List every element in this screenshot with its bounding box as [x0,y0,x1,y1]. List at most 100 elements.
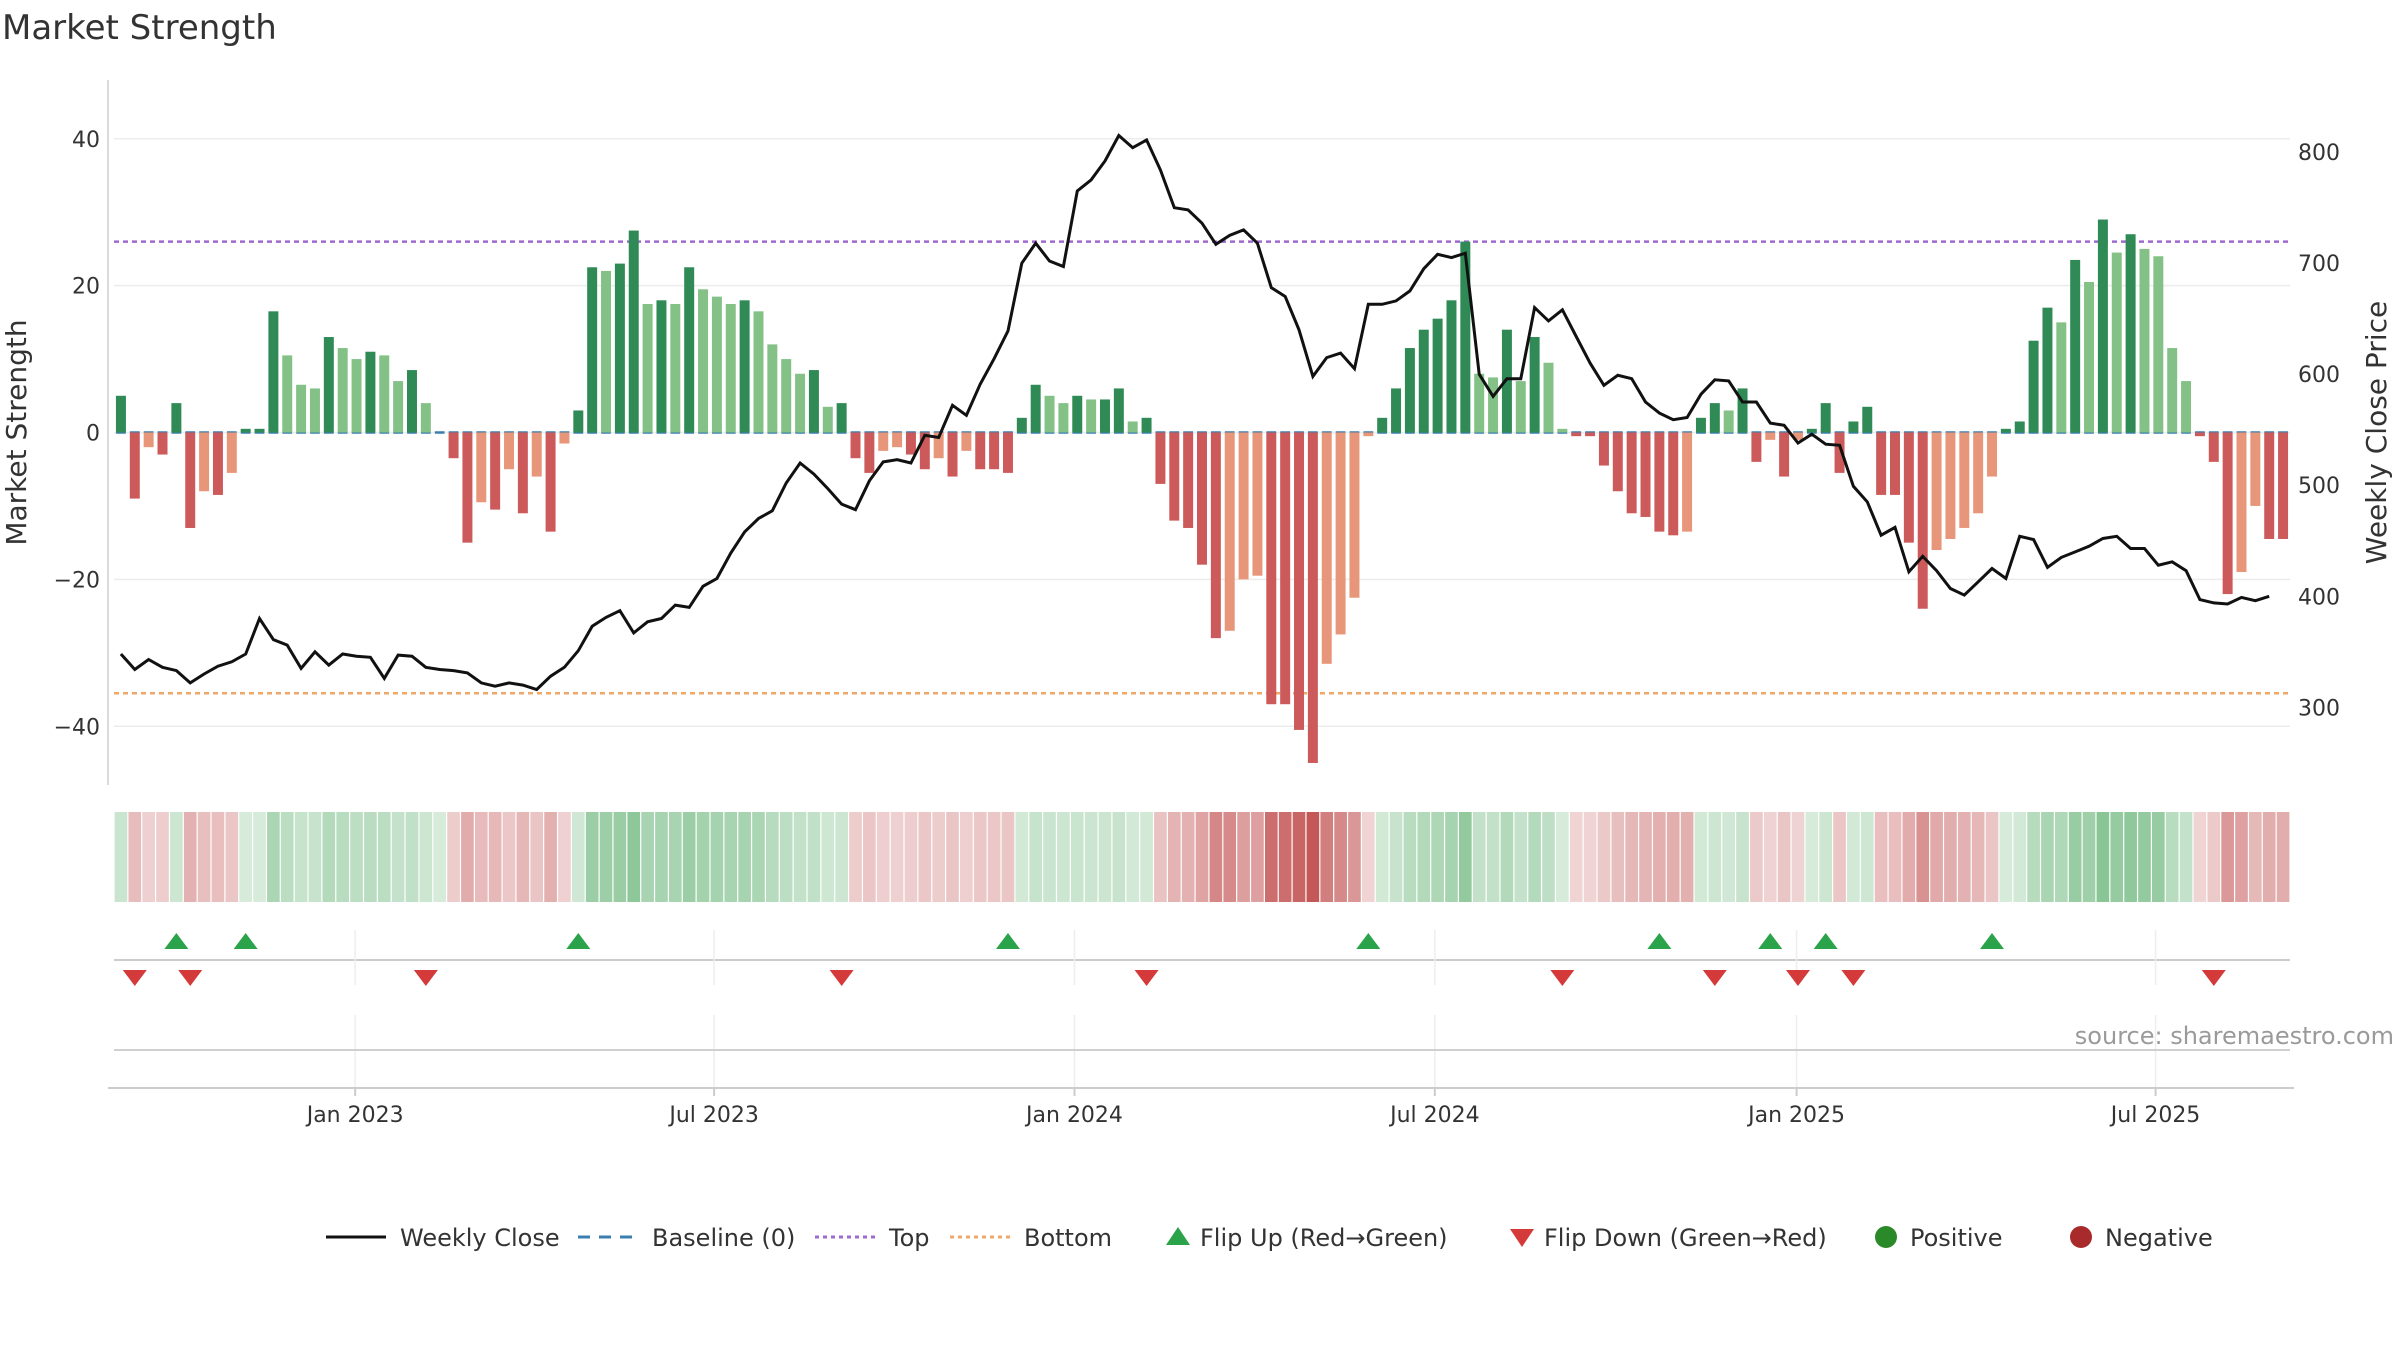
strength-bar [2070,259,2081,433]
heat-cell [2262,812,2276,902]
strength-bar [1183,432,1194,528]
legend-item: Negative [2070,1224,2213,1252]
strength-bar [1446,300,1457,433]
strength-bar [2097,219,2108,433]
heat-cell [1445,812,1458,902]
heat-cell [2165,812,2179,902]
strength-bar [1238,432,1249,580]
heat-cell [752,812,765,902]
heat-cell [1708,812,1722,902]
strength-bar [2167,348,2178,433]
strength-bar [1654,432,1665,532]
flip-up-marker [1758,933,1783,949]
flip-up-marker [566,933,591,949]
strength-bar [808,370,819,433]
heat-cell [1334,812,1347,902]
strength-bar [1557,428,1568,433]
strength-bar [725,303,736,433]
strength-bar [1086,399,1097,433]
heat-cell [1819,812,1833,902]
legend-label: Weekly Close [400,1224,560,1252]
flip-down-marker [2201,970,2226,986]
strength-bar [296,384,307,433]
heat-cell [1264,812,1278,902]
legend-flip-up-swatch [1166,1227,1190,1245]
strength-bar [1640,432,1651,517]
flip-down-marker [1134,970,1159,986]
strength-bar [2250,432,2261,506]
strength-bar [1529,337,1540,433]
legend-item: Top [815,1224,930,1252]
y2-tick-label: 800 [2298,141,2340,166]
strength-bar [642,303,653,433]
strength-bar [1155,432,1166,484]
heat-cell [946,812,959,902]
strength-bar [282,355,293,433]
strength-bar [2028,340,2039,433]
heat-cell [142,812,155,902]
strength-bar [2181,381,2192,433]
strength-bar [1682,432,1693,532]
heat-cell [1736,812,1749,902]
heat-cell [849,812,862,902]
strength-bar [1252,432,1263,576]
strength-bar [143,432,154,448]
strength-bar [628,230,639,433]
strength-bar [1460,241,1471,433]
heat-cell [1500,812,1514,902]
legend-label: Flip Up (Red→Green) [1200,1224,1448,1252]
heat-cell [1126,812,1140,902]
flip-down-marker [1702,970,1727,986]
x-tick-label: Jul 2024 [1388,1103,1480,1128]
heat-cell [267,812,280,902]
heat-cell [1417,812,1431,902]
heat-cell [779,812,793,902]
strength-bar [1862,406,1873,433]
heat-cell [1888,812,1902,902]
strength-bar [711,296,722,433]
heat-cell [1389,812,1403,902]
heat-cell [2054,812,2068,902]
strength-bar [1709,403,1720,433]
heat-cell [1902,812,1916,902]
heat-cell [599,812,613,902]
strength-bar [1931,432,1942,550]
flip-down-marker [1550,970,1575,986]
heat-cell [613,812,627,902]
strength-bars [115,219,2289,763]
heat-cell [294,812,308,902]
heat-cell [447,812,460,902]
flip-down-marker [122,970,147,986]
heat-cell [1985,812,1999,902]
strength-bar [531,432,542,477]
heat-cell [1944,812,1957,902]
heat-cell [1167,812,1181,902]
strength-bar [1515,381,1526,433]
legend-negative-swatch [2070,1226,2092,1248]
y2-tick-label: 700 [2298,252,2340,277]
heat-cell [1209,812,1223,902]
heat-cell [1860,812,1874,902]
heat-cell [585,812,599,902]
strength-bar [1571,432,1582,437]
strength-bar [1030,384,1041,433]
heat-cell [682,812,696,902]
y2-tick-label: 300 [2298,696,2340,721]
strength-bar [337,348,348,433]
heat-cell [1916,812,1930,902]
strength-bar [1113,388,1124,433]
heat-cell [1306,812,1320,902]
heat-cell [2124,812,2137,902]
heat-cell [2193,812,2207,902]
heat-cell [405,812,419,902]
flip-up-marker [233,933,258,949]
y2-tick-label: 400 [2298,585,2340,610]
legend-label: Bottom [1024,1224,1112,1252]
flip-up-marker [1813,933,1838,949]
heat-cell [1763,812,1777,902]
heat-cell [280,812,294,902]
heat-cell [1251,812,1264,902]
strength-bar [462,432,473,543]
heat-cell [710,812,724,902]
